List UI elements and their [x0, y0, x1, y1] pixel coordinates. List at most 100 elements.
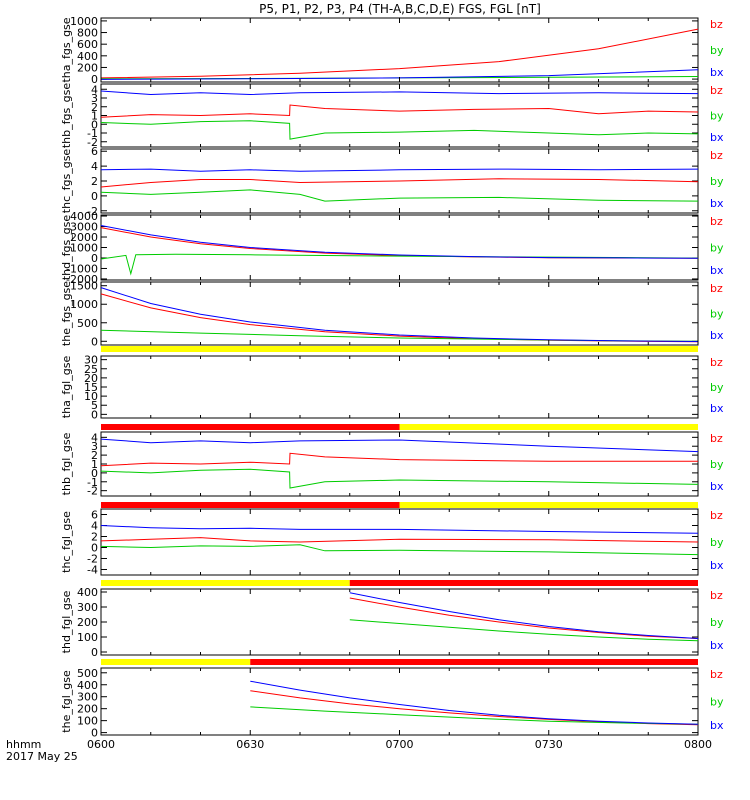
y-axis-label: thc_fgs_gse — [60, 149, 73, 214]
legend-by: by — [710, 308, 724, 321]
y-axis-label: the_fgl_gse — [60, 670, 73, 733]
y-tick-label: 800 — [77, 27, 98, 40]
y-axis-label: thb_fgs_gse — [60, 83, 73, 149]
series-bx — [100, 168, 699, 172]
series-bx — [250, 680, 699, 725]
legend-by: by — [710, 175, 724, 188]
y-tick-label: -4 — [87, 564, 98, 577]
series-bz — [100, 537, 699, 543]
panel-frame — [100, 214, 699, 281]
panel-4: 1500 1000 500 0 the_fgs_gse bz by bx — [60, 280, 724, 349]
x-tick-label: 0800 — [684, 738, 712, 751]
legend-bz: bz — [710, 18, 723, 31]
y-tick-label: 300 — [77, 601, 98, 614]
y-tick-label: 400 — [77, 586, 98, 599]
y-tick-label: 0 — [91, 73, 98, 86]
x-tick-label: 0600 — [87, 738, 115, 751]
y-tick-label: 20 — [84, 372, 98, 385]
y-tick-label: 0 — [91, 118, 98, 131]
y-tick-label: 6 — [91, 145, 98, 158]
y-tick-label: 0 — [91, 335, 98, 348]
series-by — [250, 706, 699, 725]
y-tick-label: 1000 — [70, 298, 98, 311]
legend-bx: bx — [710, 559, 724, 572]
y-tick-label: 2 — [91, 101, 98, 114]
y-axis-label: thc_fgl_gse — [60, 511, 73, 573]
series-bx — [100, 90, 699, 96]
flag-segment-red — [349, 580, 698, 586]
series-bz — [100, 452, 698, 467]
series-bx — [100, 525, 699, 534]
y-tick-label: 400 — [77, 50, 98, 63]
series-by — [100, 120, 699, 140]
y-tick-label: 100 — [77, 631, 98, 644]
series-by — [100, 468, 699, 489]
y-tick-label: 30 — [84, 354, 98, 367]
series-bz — [100, 104, 699, 118]
legend-bx: bx — [710, 480, 724, 493]
legend-bz: bz — [710, 149, 723, 162]
y-tick-label: 1500 — [70, 280, 98, 293]
panel-frame — [100, 588, 699, 656]
series-bz — [250, 690, 699, 726]
legend-by: by — [710, 458, 724, 471]
y-tick-label: -1000 — [66, 262, 98, 275]
y-axis-label: thd_fgs_gse — [60, 215, 73, 281]
y-tick-label: 3000 — [70, 221, 98, 234]
legend-bz: bz — [710, 84, 723, 97]
y-tick-label: 1000 — [70, 242, 98, 255]
chart-title: P5, P1, P2, P3, P4 (TH-A,B,C,D,E) FGS, F… — [259, 2, 541, 16]
y-tick-label: -2 — [87, 205, 98, 218]
flag-bars — [101, 346, 698, 665]
y-tick-label: 0 — [91, 408, 98, 421]
series-bx — [100, 225, 699, 259]
y-tick-label: 0 — [91, 467, 98, 480]
y-axis-label: thd_fgl_gse — [60, 590, 73, 653]
y-tick-label: -2 — [87, 136, 98, 149]
y-tick-label: 4 — [91, 431, 98, 444]
flag-segment-red — [101, 424, 400, 430]
series-by — [100, 189, 699, 202]
y-tick-label: 25 — [84, 363, 98, 376]
y-tick-label: -2 — [87, 485, 98, 498]
y-axis-label: tha_fgs_gse — [60, 17, 73, 82]
y-tick-label: 4000 — [70, 210, 98, 223]
y-tick-label: 2000 — [70, 231, 98, 244]
y-tick-label: 400 — [77, 679, 98, 692]
y-tick-label: -1 — [87, 476, 98, 489]
legend-bx: bx — [710, 197, 724, 210]
x-tick-label: 0630 — [236, 738, 264, 751]
x-tick-label: 0700 — [386, 738, 414, 751]
legend-by: by — [710, 616, 724, 629]
legend-by: by — [710, 44, 724, 57]
time-axis-label: hhmm — [6, 738, 41, 751]
y-tick-label: 2 — [91, 531, 98, 544]
x-tick-label: 0730 — [535, 738, 563, 751]
series-bx — [100, 438, 699, 453]
y-tick-label: 5 — [91, 399, 98, 412]
y-axis-label: thb_fgl_gse — [60, 432, 73, 495]
legend-by: by — [710, 381, 724, 394]
panel-2: 6 4 2 0 -2 thc_fgs_gse bz by bx — [60, 145, 724, 218]
series-by — [349, 619, 699, 642]
legend-bz: bz — [710, 215, 723, 228]
panel-frame — [100, 281, 699, 346]
series-bz — [100, 178, 699, 188]
y-tick-label: 10 — [84, 390, 98, 403]
legend-bz: bz — [710, 589, 723, 602]
y-tick-label: 0 — [91, 542, 98, 555]
flag-segment-yellow — [101, 580, 350, 586]
flag-segment-red — [250, 659, 698, 665]
flag-segment-yellow — [399, 502, 698, 508]
y-tick-label: 600 — [77, 38, 98, 51]
legend-bx: bx — [710, 264, 724, 277]
legend-bx: bx — [710, 639, 724, 652]
panel-frame — [100, 355, 699, 419]
y-tick-label: 2 — [91, 175, 98, 188]
